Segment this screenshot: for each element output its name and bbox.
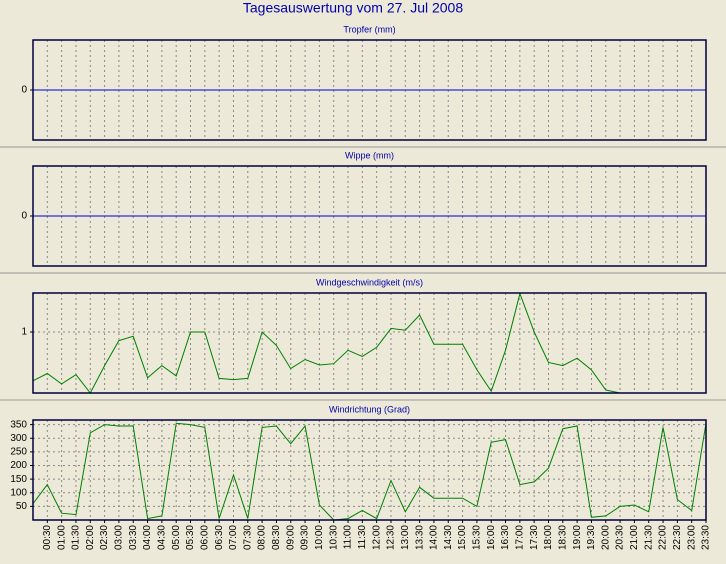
x-tick-label: 05:00: [171, 525, 182, 550]
x-tick-label: 08:30: [271, 525, 282, 550]
x-tick-label: 03:00: [114, 525, 125, 550]
x-tick-label: 17:00: [514, 525, 525, 550]
data-line: [32, 291, 621, 394]
x-tick-label: 12:30: [386, 525, 397, 550]
x-tick-label: 11:00: [343, 525, 354, 550]
x-tick-label: 16:00: [486, 525, 497, 550]
x-tick-label: 09:30: [300, 525, 311, 550]
x-tick-label: 02:30: [99, 525, 110, 550]
x-tick-label: 08:00: [257, 525, 268, 550]
plot-frame: [32, 165, 707, 267]
x-tick-label: 09:00: [285, 525, 296, 550]
x-tick-label: 15:00: [457, 525, 468, 550]
x-tick-label: 02:00: [85, 525, 96, 550]
x-tick-label: 20:00: [600, 525, 611, 550]
x-tick-label: 10:00: [314, 525, 325, 550]
x-tick-label: 14:30: [443, 525, 454, 550]
x-tick-label: 23:30: [701, 525, 712, 550]
page-title: Tagesauswertung vom 27. Jul 2008: [243, 0, 463, 16]
x-tick-label: 15:30: [472, 525, 483, 550]
x-tick-label: 12:00: [371, 525, 382, 550]
x-tick-label: 01:00: [56, 525, 67, 550]
y-tick-label: 50: [16, 501, 28, 512]
plot-frame: [32, 292, 707, 394]
x-tick-label: 01:30: [71, 525, 82, 550]
panel-title: Windrichtung (Grad): [329, 404, 410, 414]
x-tick-label: 00:30: [42, 525, 53, 550]
x-tick-label: 16:30: [500, 525, 511, 550]
x-tick-label: 18:30: [557, 525, 568, 550]
y-tick-label: 0: [21, 211, 27, 222]
x-tick-label: 13:00: [400, 525, 411, 550]
y-tick-label: 100: [10, 487, 27, 498]
panel-title: Wippe (mm): [345, 150, 394, 160]
x-tick-label: 21:00: [629, 525, 640, 550]
x-tick-label: 05:30: [185, 525, 196, 550]
x-tick-label: 22:30: [672, 525, 683, 550]
x-tick-label: 06:30: [214, 525, 225, 550]
plot-frame: [32, 419, 707, 521]
x-tick-label: 06:00: [199, 525, 210, 550]
x-tick-label: 21:30: [643, 525, 654, 550]
x-tick-label: 07:30: [242, 525, 253, 550]
x-tick-label: 18:00: [543, 525, 554, 550]
y-tick-label: 300: [10, 433, 27, 444]
x-tick-label: 04:30: [157, 525, 168, 550]
panel-title: Windgeschwindigkeit (m/s): [316, 277, 423, 287]
y-tick-label: 200: [10, 460, 27, 471]
x-tick-label: 20:30: [615, 525, 626, 550]
x-tick-label: 10:30: [328, 525, 339, 550]
x-tick-label: 17:30: [529, 525, 540, 550]
x-tick-label: 03:30: [128, 525, 139, 550]
x-tick-label: 22:00: [658, 525, 669, 550]
y-tick-label: 1: [21, 327, 27, 338]
x-tick-label: 11:30: [357, 525, 368, 550]
panel-title: Tropfer (mm): [343, 24, 395, 34]
data-line: [32, 422, 707, 521]
x-tick-label: 13:30: [414, 525, 425, 550]
x-tick-label: 19:00: [572, 525, 583, 550]
x-tick-label: 04:00: [142, 525, 153, 550]
y-tick-label: 350: [10, 419, 27, 430]
x-tick-label: 23:00: [686, 525, 697, 550]
x-tick-label: 14:00: [429, 525, 440, 550]
y-tick-label: 0: [21, 85, 27, 96]
plot-frame: [32, 39, 707, 141]
x-tick-label: 07:00: [228, 525, 239, 550]
y-tick-label: 150: [10, 474, 27, 485]
y-tick-label: 250: [10, 447, 27, 458]
x-tick-label: 19:30: [586, 525, 597, 550]
